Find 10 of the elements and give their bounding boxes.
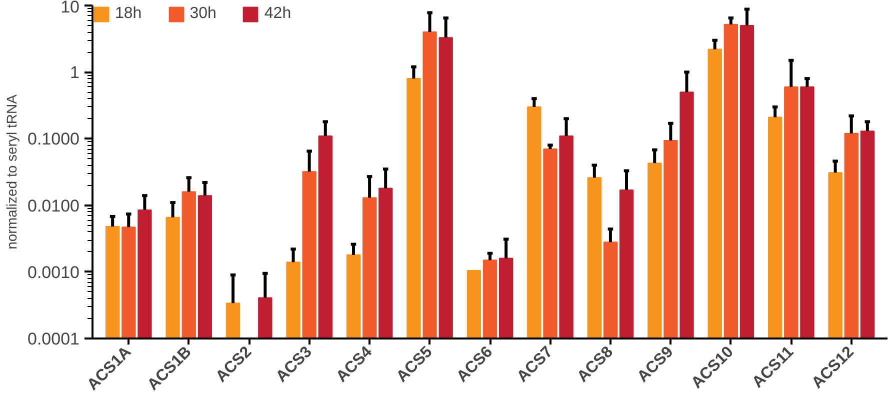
y-tick-label: 0.0100: [28, 196, 80, 216]
y-tick-label: 10: [60, 0, 80, 16]
y-tick-label: 0.0010: [28, 262, 80, 282]
y-axis-title: normalized to seryl tRNA: [4, 94, 20, 250]
legend-label: 18h: [115, 5, 142, 23]
y-tick-label: 1: [70, 63, 80, 82]
y-tick-label: 0.1000: [28, 130, 80, 149]
legend-label: 30h: [190, 5, 216, 23]
y-tick-label: 0.0001: [28, 330, 80, 348]
legend-label: 42h: [264, 5, 292, 23]
